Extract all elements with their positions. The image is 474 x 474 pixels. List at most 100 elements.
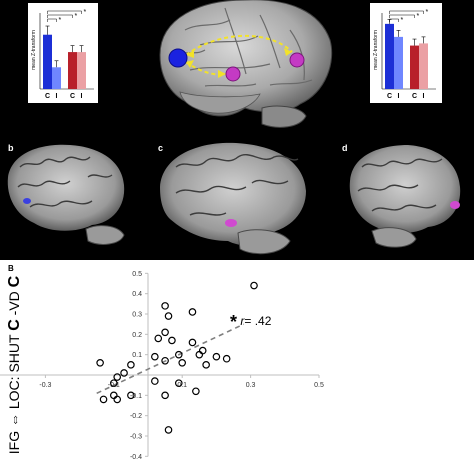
connection-arrows [185,34,293,76]
inset-left-bar-2 [68,52,77,89]
figure-panels-bcd: b c d [0,137,474,260]
data-point [202,361,210,369]
annotation-r: r [240,314,245,328]
mri-slices [7,142,461,255]
x-tick-label: 0.5 [314,382,324,389]
sulci-lines [174,7,313,87]
inset-left-category-label-3: I [81,93,83,100]
temporal-lobe [179,91,261,114]
data-point [164,426,173,434]
slice-b [7,144,125,245]
data-point [113,395,122,404]
ifg-roi [168,48,188,68]
panel-letter-b: b [8,143,14,153]
inset-left-bar-0 [43,34,52,89]
inset-left-category-label-1: I [56,93,58,100]
inset-right-sig-star-2: * [401,17,404,24]
slice-d-activation [450,201,460,209]
data-point [154,334,163,343]
data-point [151,377,159,385]
roi-loc-2 [289,52,305,68]
trend-line [96,323,245,395]
inset-right-ylabel: mean Z-transform [373,30,379,70]
inset-right-category-label-3: I [423,93,425,100]
panel-letter-c: c [158,143,164,153]
y-tick-label: -0.2 [130,413,142,420]
data-point [161,356,169,365]
data-point [222,354,231,363]
inset-right-sig-star-1: * [417,13,420,20]
inset-right-sig-bracket-0 [389,10,424,14]
data-point [96,359,104,367]
inset-right-sig-bracket-1 [389,14,415,18]
data-point [161,302,169,310]
data-point [250,281,258,290]
cerebellum [261,105,307,128]
annotation-star: * [230,312,238,332]
data-point [188,308,197,316]
roi-loc-1 [225,66,241,82]
data-point [127,361,135,369]
inset-right-sig-star-0: * [426,9,429,16]
inset-right-bar-0 [385,23,394,89]
arrow-head-2 [186,50,194,58]
brain-lateral-render [159,0,333,128]
data-point [99,395,108,404]
data-point [174,350,183,359]
data-point [178,359,187,367]
inset-right-sig-bracket-2 [389,18,399,22]
y-tick-label: -0.3 [130,434,142,441]
inset-left-sig-star-0: * [84,9,87,16]
inset-bar-chart-right: C I C I * * * mean Z-transform [370,3,442,103]
data-point [174,379,183,387]
correlation-annotation: * r= .42 [230,312,271,333]
x-tick-label: 0.1 [177,382,187,389]
inset-right-bar-2 [410,45,419,89]
inset-left-sig-star-1: * [75,13,78,20]
scatter-plot: -0.5-0.3-0.10.10.30.5-0.4-0.3-0.2-0.10.1… [0,271,324,461]
figure-panel-B: B IFG ⇔ LOC: SHUT C -VD C -0.5-0.3-0.10.… [0,260,474,474]
data-point [188,338,197,347]
y-tick-label: 0.1 [132,352,142,359]
y-tick-label: 0.4 [132,291,142,298]
arrow-head-4 [186,60,194,68]
inset-left-sig-bracket-2 [47,18,57,22]
slice-c-activation [225,219,237,227]
y-tick-label: 0.2 [132,332,142,339]
x-tick-label: -0.3 [39,382,51,389]
slice-d [349,145,461,248]
data-point [113,373,122,381]
inset-left-category-label-2: C [70,93,75,100]
data-point [151,352,159,361]
y-tick-label: -0.4 [130,454,142,461]
inset-left-sig-star-2: * [59,17,62,24]
data-point [212,352,221,361]
data-point [110,391,118,400]
arrow-head-1 [284,48,292,56]
y-tick-label: 0.5 [132,271,142,278]
inset-left-svg: C I C I*** [39,9,94,100]
data-point [164,312,173,320]
inset-left-bar-3 [77,52,86,89]
inset-right-bar-3 [419,43,428,89]
data-point [110,379,118,387]
annotation-value: = .42 [244,314,272,328]
inset-right-svg: C I C I*** [381,9,436,100]
inset-left-ylabel: mean Z-transform [31,30,37,70]
inset-right-category-label-2: C [412,93,417,100]
panel-letter-B: B [8,264,14,273]
data-point [161,328,169,337]
inset-right-bar-1 [394,36,403,89]
data-point [161,391,169,400]
inset-left-bar-1 [52,67,61,89]
inset-left-sig-bracket-1 [47,14,73,18]
slice-c [160,142,306,255]
x-tick-label: 0.3 [246,382,256,389]
slice-b-activation [23,198,31,204]
inset-bar-chart-left: C I C I * * * mean Z-transform [28,3,98,103]
arrow-head-3 [218,70,226,78]
inset-right-category-label-1: I [398,93,400,100]
data-point [192,387,200,396]
y-tick-label: -0.1 [130,393,142,400]
inset-left-sig-bracket-0 [47,10,82,14]
